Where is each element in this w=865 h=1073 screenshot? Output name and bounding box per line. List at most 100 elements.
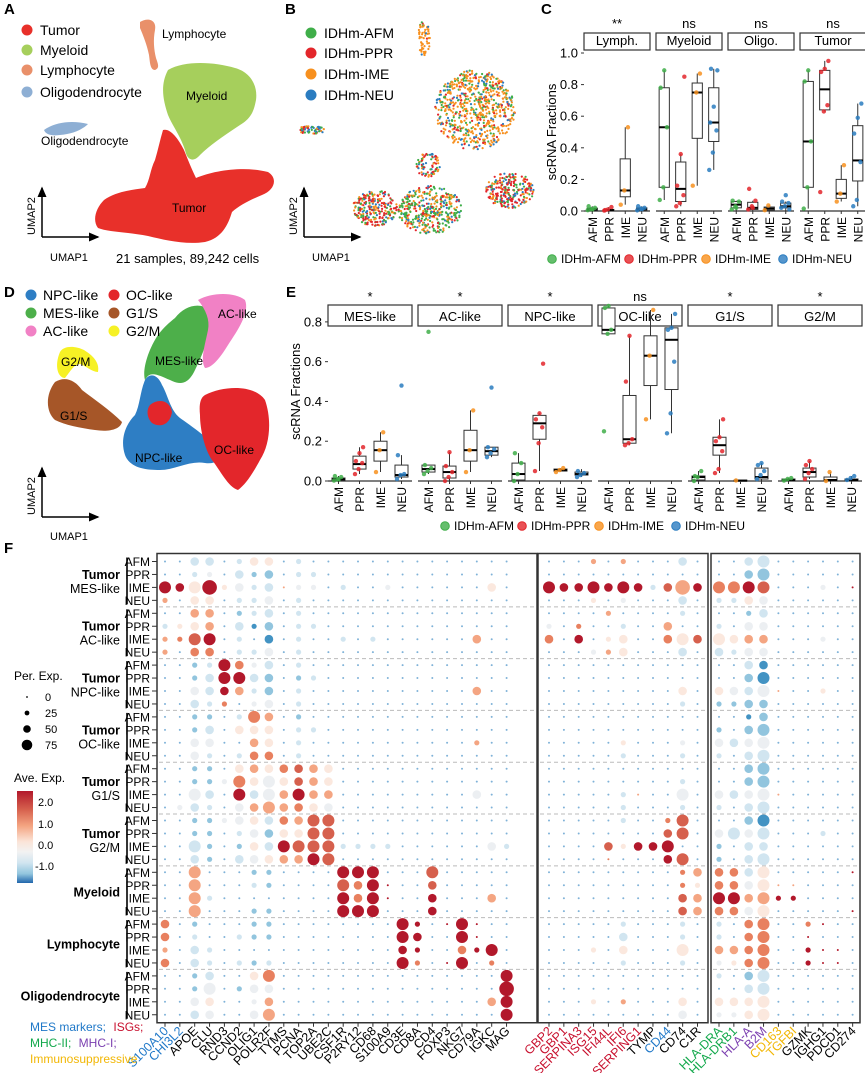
dot-top2a xyxy=(310,675,317,681)
dot-ifi44l xyxy=(607,819,610,822)
dot-clu xyxy=(205,790,214,799)
umap-point xyxy=(481,72,484,76)
dot-cd8a xyxy=(416,664,419,667)
umap-point xyxy=(489,76,492,79)
group-label-celltype: Oligodendrocyte xyxy=(21,989,120,1003)
e-point xyxy=(759,460,764,466)
dot-serpina3 xyxy=(577,728,580,731)
legend-label-neu: IDHm-NEU xyxy=(324,87,394,103)
legend-swatch-oc xyxy=(108,289,120,301)
umap-point xyxy=(451,87,454,90)
dot-cd74 xyxy=(680,610,686,616)
umap-point xyxy=(493,114,496,117)
umap-point xyxy=(380,202,383,205)
umap-point xyxy=(490,188,493,191)
umap-point xyxy=(434,195,437,198)
e-ytick: 0.6 xyxy=(304,354,322,369)
colorbar-tick-neg1: -1.0 xyxy=(35,861,54,873)
dot-clu xyxy=(207,701,213,707)
dot-cd68 xyxy=(371,586,374,589)
dot-pdcd1 xyxy=(836,754,839,757)
umap-point xyxy=(375,214,378,217)
dot-isg15 xyxy=(592,936,595,938)
dot-cd79a xyxy=(475,884,478,887)
dot-cd79a xyxy=(475,767,478,770)
umap-point xyxy=(462,79,465,82)
dot-cd3e xyxy=(401,987,404,990)
dot-gbp1 xyxy=(562,949,565,951)
dot-ube2c xyxy=(322,814,335,827)
e-xtick: PPR xyxy=(533,487,547,512)
umap-point xyxy=(456,126,459,129)
e-legend-swatch xyxy=(594,521,604,531)
dot-olig1 xyxy=(251,908,257,914)
dot-cd68 xyxy=(370,636,376,642)
dot-foxp3 xyxy=(446,910,449,913)
dot-hla-drb1 xyxy=(731,960,737,966)
c-point xyxy=(602,207,608,213)
dot-b2m xyxy=(757,982,770,995)
dot-gbp1 xyxy=(562,754,565,757)
cluster-label-oligodendrocyte: Oligodendrocyte xyxy=(41,134,129,148)
e-xtick: NEU xyxy=(845,487,859,512)
dot-cd274 xyxy=(851,586,854,589)
umap-point xyxy=(432,224,435,227)
dot-s100a10 xyxy=(164,871,166,874)
dot-cd163 xyxy=(777,599,780,602)
dot-apoe xyxy=(192,973,198,979)
legend-swatch-g2m xyxy=(108,325,120,337)
dot-ifi44l xyxy=(607,1000,610,1003)
umap-point xyxy=(501,90,504,93)
row-label-subtype: AFM xyxy=(125,969,150,983)
dot-gbp2 xyxy=(548,987,550,990)
dot-serpina3 xyxy=(577,767,580,770)
dot-ifi6 xyxy=(620,921,626,927)
dot-igkc xyxy=(490,612,493,615)
dot-top2a xyxy=(312,962,315,964)
dot-p2ry12 xyxy=(357,767,359,770)
dot-nkg7 xyxy=(461,715,463,718)
e-facet-sig: * xyxy=(367,289,372,304)
dot-cd44 xyxy=(666,599,669,602)
umap-point xyxy=(435,162,438,165)
dot-clu xyxy=(205,686,214,696)
dot-ube2c xyxy=(327,715,330,718)
dot-foxp3 xyxy=(446,806,449,809)
dot-foxp3 xyxy=(446,625,449,628)
row-label-subtype: IME xyxy=(129,633,150,647)
dot-cd163 xyxy=(777,780,780,783)
umap-point xyxy=(436,199,439,202)
umap-point xyxy=(376,194,379,197)
umap-point xyxy=(486,129,489,132)
umap-point xyxy=(438,122,442,125)
dot-s100a10 xyxy=(164,845,166,848)
dot-clu xyxy=(208,936,211,938)
dot-rnd3 xyxy=(223,573,226,576)
dot-cd74 xyxy=(680,701,686,707)
dot-hla-drb1 xyxy=(731,597,737,604)
dot-ifi6 xyxy=(622,858,625,861)
umap-point xyxy=(406,217,409,220)
dot-s100a10 xyxy=(164,612,166,615)
dot-serpina3 xyxy=(577,780,580,783)
size-legend-dot-25 xyxy=(24,710,30,716)
dot-cd74 xyxy=(681,573,684,576)
cluster-label-mes: MES-like xyxy=(155,354,203,368)
e-point xyxy=(712,470,718,476)
umap-point xyxy=(437,113,440,116)
e-point xyxy=(852,473,857,479)
dot-tyms xyxy=(282,910,285,913)
dot-apoe xyxy=(190,751,199,761)
e-point xyxy=(557,467,562,473)
umap-point xyxy=(517,189,520,192)
umap-point xyxy=(462,147,465,150)
dot-cd163 xyxy=(777,573,780,576)
umap-point xyxy=(357,216,360,219)
umap-point xyxy=(500,104,503,107)
dot-ifi44l xyxy=(607,884,610,887)
dot-cd79a xyxy=(474,740,480,746)
c-ytick: 0.8 xyxy=(560,77,578,92)
dot-s100a10 xyxy=(164,703,166,705)
dot-cd3e xyxy=(401,974,404,977)
umap-point xyxy=(374,205,377,208)
